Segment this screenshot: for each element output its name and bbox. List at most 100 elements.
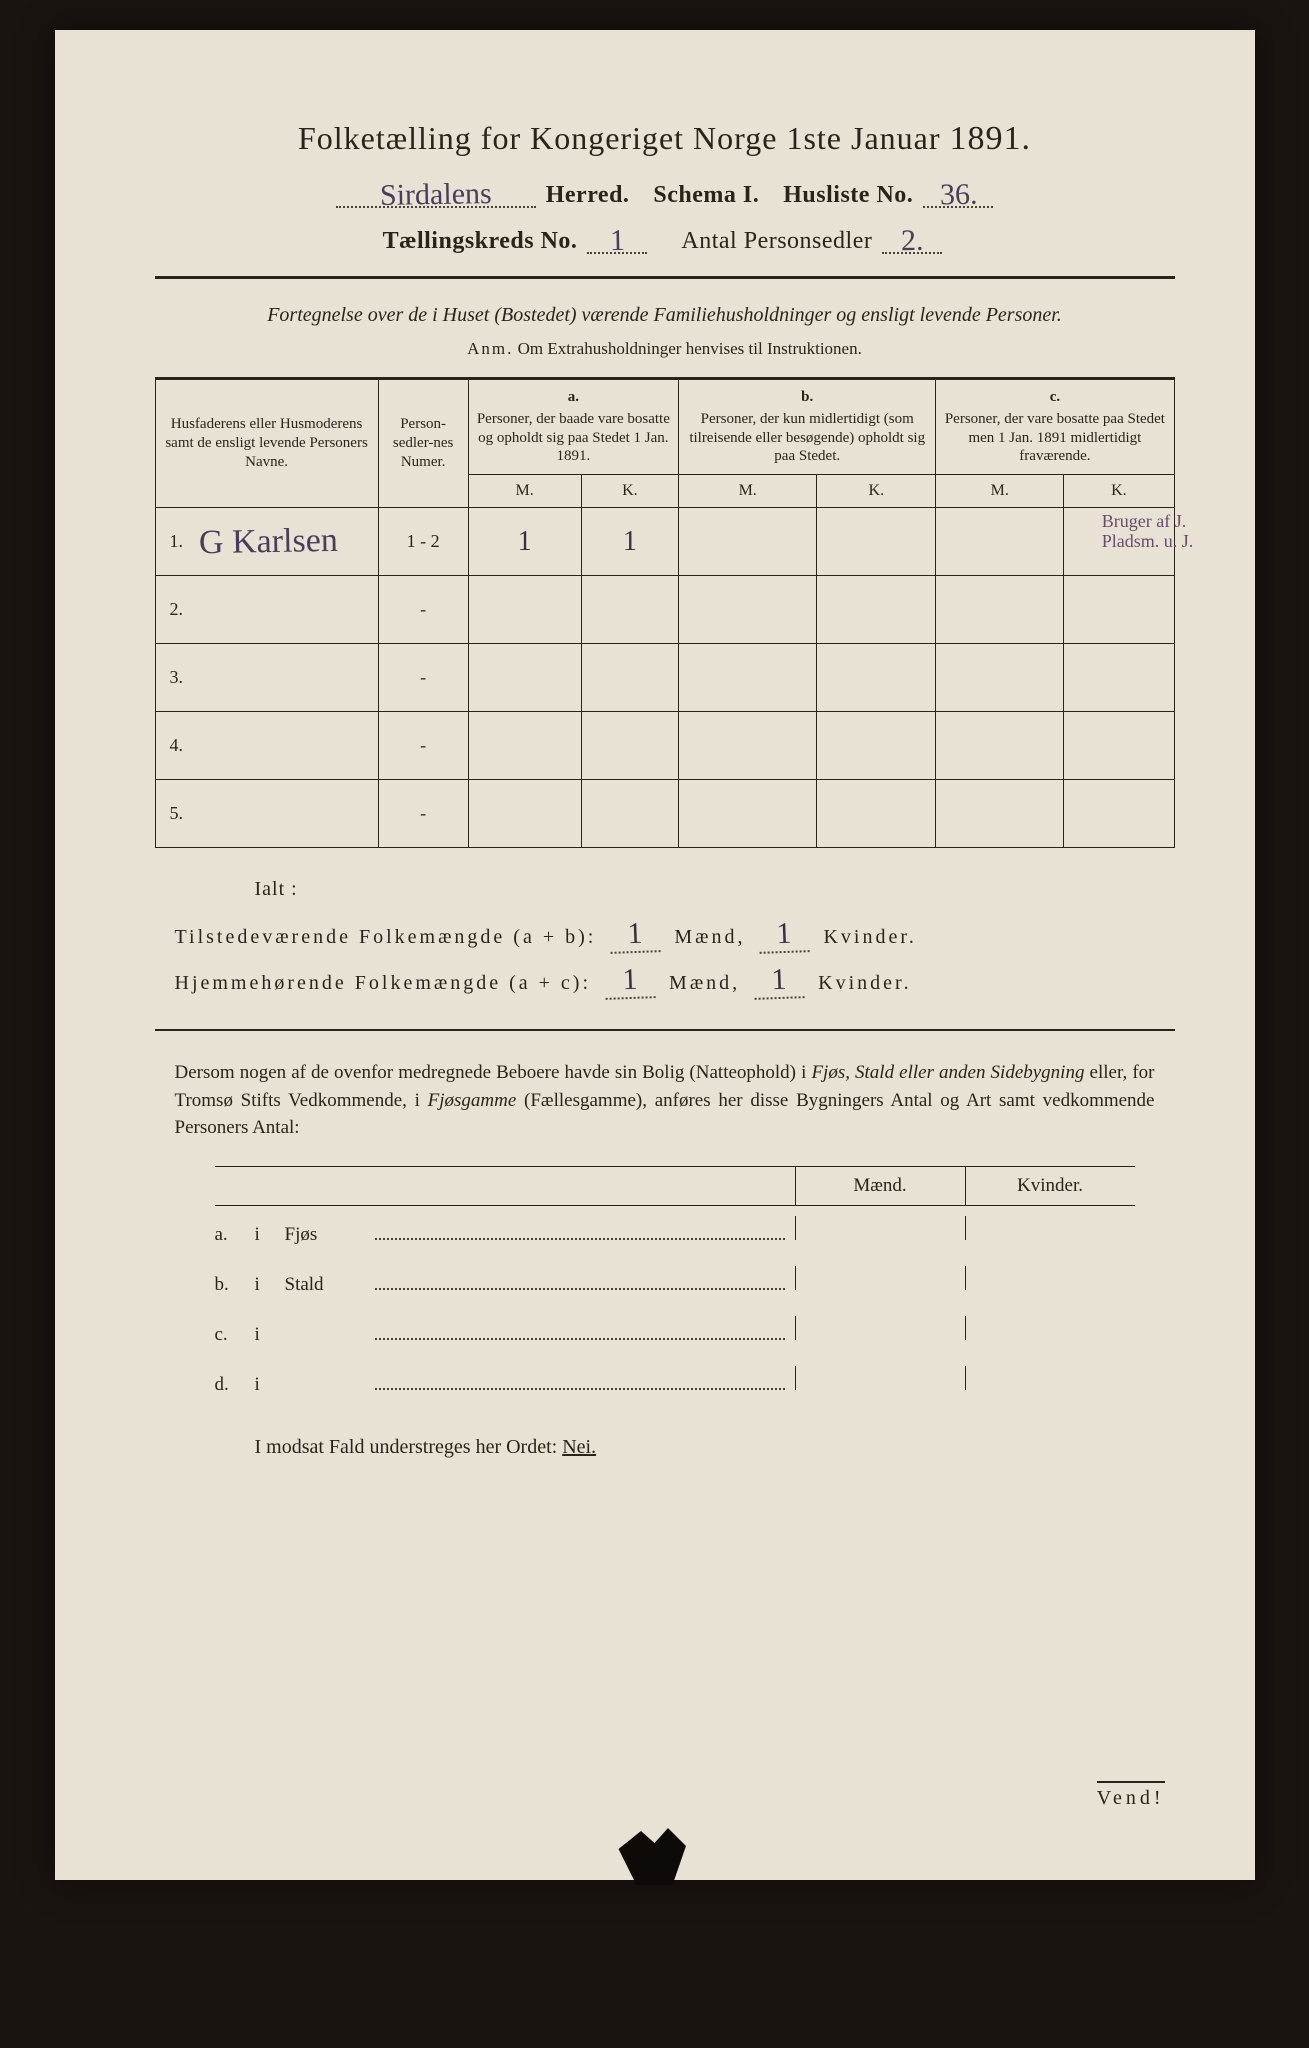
sum-resident-label: Hjemmehørende Folkemængde (a + c): — [175, 972, 592, 994]
outbuild-row: c.i — [215, 1306, 1135, 1356]
outbuild-dots — [375, 1388, 785, 1390]
c-k-cell — [1064, 576, 1174, 644]
personsedler-num: - — [378, 644, 468, 712]
anm-lead: Anm. — [467, 339, 513, 358]
b-m-cell — [679, 644, 817, 712]
outbuild-i: i — [255, 1274, 285, 1296]
personsedler-num: - — [378, 780, 468, 848]
header-line-2: Tællingskreds No. 1 Antal Personsedler 2… — [155, 222, 1175, 258]
divider-2 — [155, 1029, 1175, 1031]
outbuild-tag: d. — [215, 1374, 255, 1396]
c-m-cell — [936, 644, 1064, 712]
outbuild-m — [795, 1316, 965, 1340]
c-k-cell — [1064, 780, 1174, 848]
name-cell — [191, 644, 378, 712]
herred-handwritten: Sirdalens — [380, 177, 492, 213]
outbuild-label: Fjøs — [285, 1224, 375, 1246]
kreds-no-handwritten: 1 — [610, 224, 626, 258]
nei-text: I modsat Fald understreges her Ordet: — [255, 1436, 558, 1458]
a-k: K. — [581, 475, 678, 508]
a-m: M. — [468, 475, 581, 508]
outbuild-m — [795, 1266, 965, 1290]
b-k-cell — [817, 712, 936, 780]
c-k-cell — [1064, 712, 1174, 780]
table-row: 2.- — [155, 576, 1174, 644]
c-m-cell — [936, 712, 1064, 780]
husliste-label: Husliste No. — [783, 182, 913, 208]
outbuild-i: i — [255, 1374, 285, 1396]
b-m-cell — [679, 576, 817, 644]
col-c-head: c. Personer, der vare bosatte paa Stedet… — [936, 379, 1174, 475]
sum-resident-k: 1 — [754, 962, 805, 1000]
page-title: Folketælling for Kongeriget Norge 1ste J… — [155, 120, 1175, 158]
maend-label-2: Mænd, — [669, 972, 740, 994]
row-number: 3. — [155, 644, 191, 712]
outbuild-tag: b. — [215, 1274, 255, 1296]
row-number: 1. — [155, 508, 191, 576]
a-m-cell — [468, 644, 581, 712]
kvinder-label-2: Kvinder. — [818, 972, 911, 994]
row-number: 5. — [155, 780, 191, 848]
b-k-cell — [817, 576, 936, 644]
b-m: M. — [679, 475, 817, 508]
outbuild-head-k: Kvinder. — [965, 1167, 1135, 1205]
outbuilding-table: Mænd. Kvinder. a.iFjøsb.iStaldc.id.i — [215, 1166, 1135, 1406]
divider — [155, 276, 1175, 279]
outbuild-dots — [375, 1288, 785, 1290]
outbuild-k — [965, 1366, 1135, 1390]
kvinder-label: Kvinder. — [823, 926, 916, 948]
table-row: 3. - — [155, 644, 1174, 712]
subtitle: Fortegnelse over de i Huset (Bostedet) v… — [155, 301, 1175, 329]
outbuild-m — [795, 1366, 965, 1390]
col-a-head: a. Personer, der baade vare bosatte og o… — [468, 379, 678, 475]
col-b-head: b. Personer, der kun midlertidigt (som t… — [679, 379, 936, 475]
a-k-cell — [581, 644, 678, 712]
antal-handwritten: 2. — [901, 224, 924, 258]
a-m-cell — [468, 712, 581, 780]
antal-label: Antal Personsedler — [681, 228, 872, 254]
c-k: K. — [1064, 475, 1174, 508]
vend-label: Vend! — [1097, 1781, 1165, 1810]
title-year: 1891. — [950, 120, 1032, 157]
a-m-cell — [468, 780, 581, 848]
outbuild-i: i — [255, 1224, 285, 1246]
b-m-cell — [679, 712, 817, 780]
c-k-cell — [1064, 508, 1174, 576]
sum-resident: Hjemmehørende Folkemængde (a + c): 1 Mæn… — [175, 963, 1175, 999]
maend-label: Mænd, — [674, 926, 745, 948]
name-cell — [191, 780, 378, 848]
col-name-head: Husfaderens eller Husmoderens samt de en… — [155, 379, 378, 508]
census-form-page: Folketælling for Kongeriget Norge 1ste J… — [55, 30, 1255, 1880]
sum-present-m: 1 — [610, 916, 661, 954]
page-tear — [610, 1825, 700, 1885]
row-number: 4. — [155, 712, 191, 780]
anm-text: Om Extrahusholdninger henvises til Instr… — [518, 339, 862, 358]
b-m-cell — [679, 508, 817, 576]
table-row: 4.- — [155, 712, 1174, 780]
name-cell — [191, 576, 378, 644]
sum-resident-m: 1 — [604, 962, 655, 1000]
outbuild-row: d.i — [215, 1356, 1135, 1406]
a-m-cell — [468, 576, 581, 644]
c-k-cell — [1064, 644, 1174, 712]
c-m-cell — [936, 780, 1064, 848]
header-line-1: Sirdalens Herred. Schema I. Husliste No.… — [155, 176, 1175, 212]
personsedler-num: - — [378, 576, 468, 644]
title-text: Folketælling for Kongeriget Norge 1ste J… — [298, 120, 941, 156]
sum-present-label: Tilstedeværende Folkemængde (a + b): — [175, 926, 597, 948]
outbuild-k — [965, 1316, 1135, 1340]
outbuild-tag: c. — [215, 1324, 255, 1346]
a-m-cell: 1 — [468, 508, 581, 576]
outbuild-dots — [375, 1338, 785, 1340]
personsedler-num: 1 - 2 — [378, 508, 468, 576]
col-num-head: Person-sedler-nes Numer. — [378, 379, 468, 508]
c-m: M. — [936, 475, 1064, 508]
outbuild-row: a.iFjøs — [215, 1206, 1135, 1256]
ialt-label: Ialt : — [255, 878, 1175, 901]
schema-label: Schema I. — [653, 182, 759, 208]
husliste-no-handwritten: 36. — [939, 178, 977, 213]
name-cell — [191, 712, 378, 780]
outbuild-m — [795, 1216, 965, 1240]
outbuilding-paragraph: Dersom nogen af de ovenfor medregnede Be… — [175, 1059, 1155, 1142]
c-m-cell: Bruger af J.Pladsm. u. J. — [936, 508, 1064, 576]
